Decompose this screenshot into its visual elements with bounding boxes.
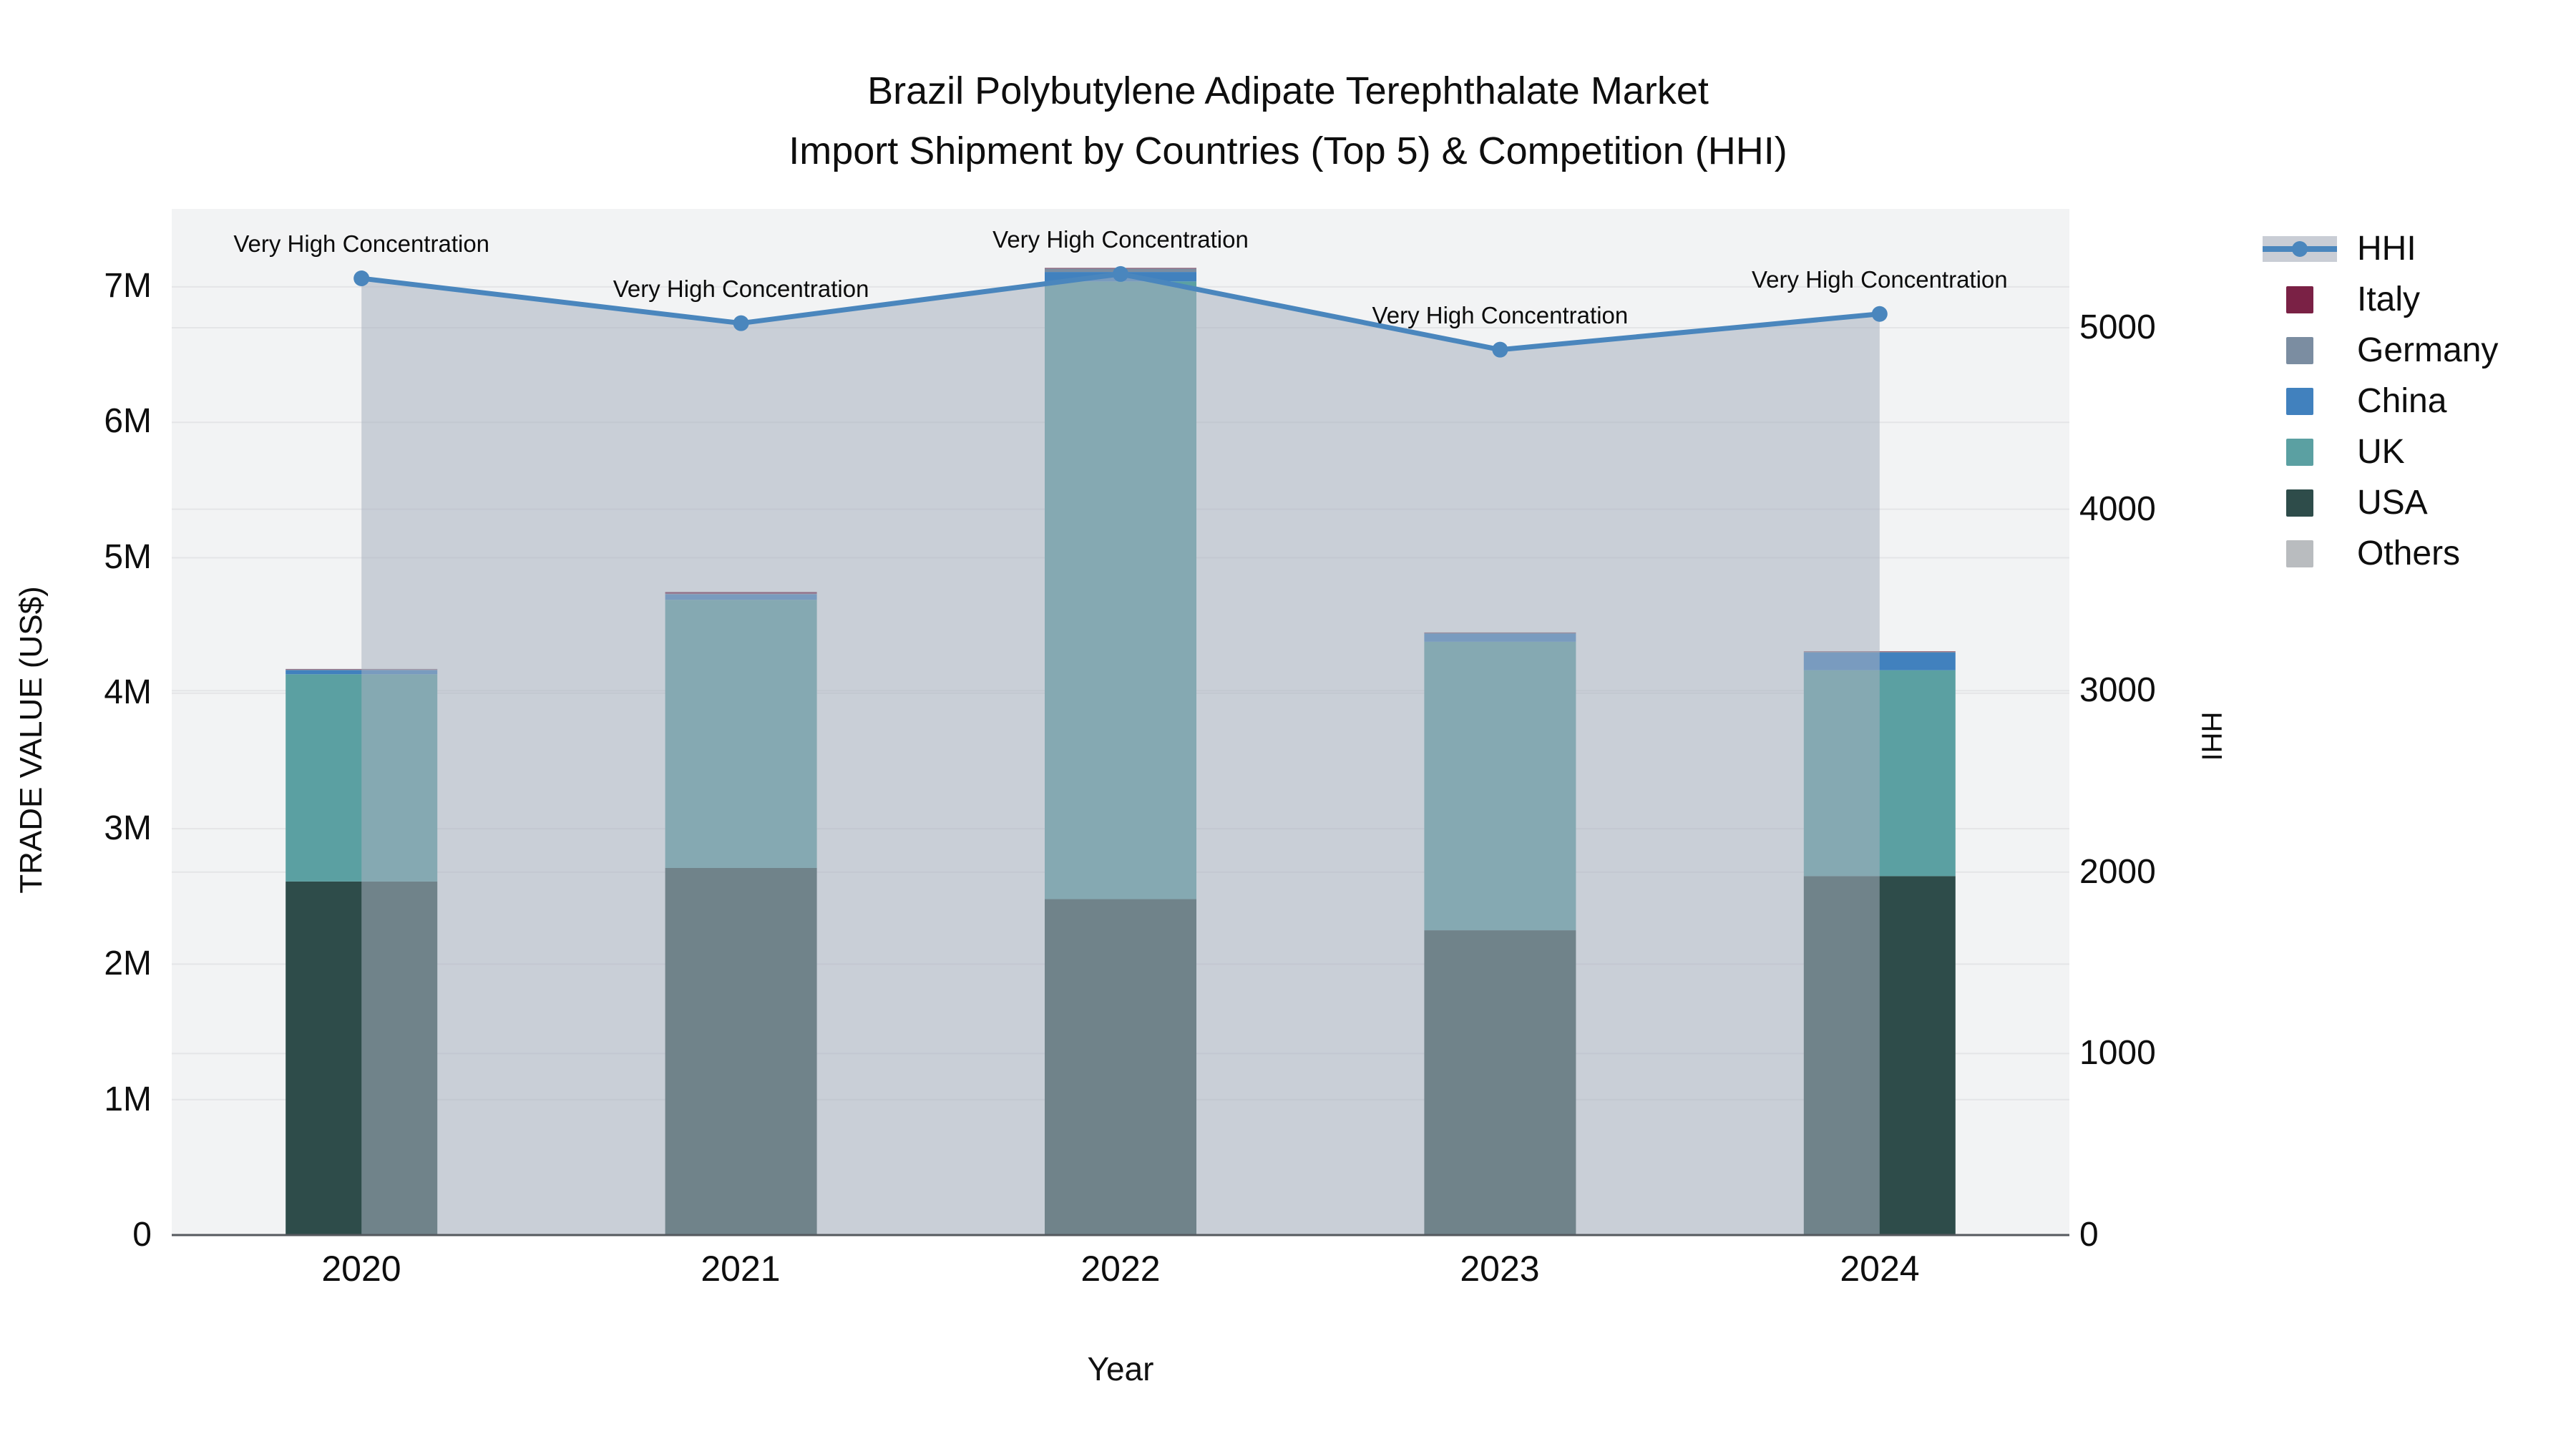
x-tick-2021: 2021 bbox=[701, 1249, 781, 1289]
legend-item-germany[interactable]: Germany bbox=[2260, 325, 2498, 376]
chart-title-line1: Brazil Polybutylene Adipate Terephthalat… bbox=[867, 69, 1709, 112]
hhi-marker-2022 bbox=[1113, 265, 1128, 282]
y-left-tick-0: 0 bbox=[132, 1216, 152, 1254]
hhi-marker-2024 bbox=[1871, 306, 1888, 322]
y-right-tick-3000: 3000 bbox=[2079, 671, 2156, 709]
annotation-2020: Very High Concentration bbox=[233, 230, 490, 258]
hhi-marker-2021 bbox=[733, 315, 749, 331]
y-right-tick-2000: 2000 bbox=[2079, 853, 2156, 891]
legend-item-others[interactable]: Others bbox=[2260, 528, 2498, 579]
x-tick-2024: 2024 bbox=[1840, 1249, 1920, 1289]
legend-item-china[interactable]: China bbox=[2260, 376, 2498, 426]
usa-swatch-icon bbox=[2286, 489, 2313, 517]
y-left-tick-6m: 6M bbox=[104, 402, 152, 440]
x-tick-2022: 2022 bbox=[1080, 1249, 1161, 1289]
hhi-area-fill bbox=[361, 273, 1880, 1236]
china-swatch-icon bbox=[2286, 387, 2313, 415]
y-right-tick-1000: 1000 bbox=[2079, 1034, 2156, 1072]
hhi-marker-2020 bbox=[353, 270, 370, 287]
germany-swatch-icon bbox=[2286, 336, 2313, 364]
y-left-tick-2m: 2M bbox=[104, 945, 152, 982]
y-right-tick-4000: 4000 bbox=[2079, 490, 2156, 528]
legend-item-uk[interactable]: UK bbox=[2260, 426, 2498, 477]
italy-swatch-icon bbox=[2286, 286, 2313, 313]
y-right-tick-0: 0 bbox=[2079, 1216, 2099, 1254]
legend-item-hhi[interactable]: HHI bbox=[2260, 223, 2498, 274]
annotation-2023: Very High Concentration bbox=[1372, 301, 1629, 328]
annotation-2022: Very High Concentration bbox=[992, 225, 1249, 253]
uk-swatch-icon bbox=[2286, 438, 2313, 466]
legend: HHI Italy Germany China UK USA Others bbox=[2260, 223, 2498, 579]
x-tick-2020: 2020 bbox=[321, 1249, 401, 1289]
y-right-axis-title: HHI bbox=[2195, 711, 2228, 761]
y-left-axis-title: TRADE VALUE (US$) bbox=[14, 586, 49, 894]
y-right-tick-5000: 5000 bbox=[2079, 308, 2156, 346]
chart-title-line2: Import Shipment by Countries (Top 5) & C… bbox=[789, 130, 1787, 172]
y-left-tick-3m: 3M bbox=[104, 809, 152, 847]
legend-item-italy[interactable]: Italy bbox=[2260, 274, 2498, 325]
y-left-tick-4m: 4M bbox=[104, 673, 152, 711]
others-swatch-icon bbox=[2286, 540, 2313, 567]
y-left-tick-1m: 1M bbox=[104, 1080, 152, 1118]
annotation-2021: Very High Concentration bbox=[613, 275, 869, 302]
hhi-line-sample-icon bbox=[2260, 235, 2340, 262]
x-axis-title: Year bbox=[1087, 1350, 1154, 1387]
hhi-marker-2023 bbox=[1492, 341, 1508, 358]
x-tick-2023: 2023 bbox=[1460, 1249, 1540, 1289]
y-left-tick-5m: 5M bbox=[104, 538, 152, 576]
annotation-2024: Very High Concentration bbox=[1751, 265, 2008, 293]
y-left-tick-7m: 7M bbox=[104, 267, 152, 305]
legend-item-usa[interactable]: USA bbox=[2260, 477, 2498, 528]
